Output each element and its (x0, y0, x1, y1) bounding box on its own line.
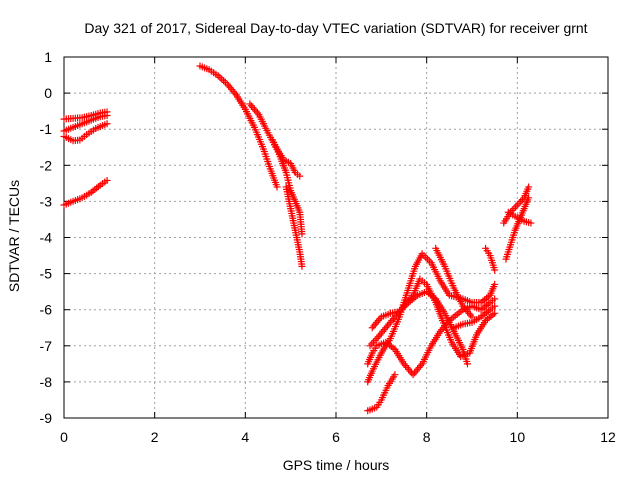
y-tick-label: -4 (40, 230, 53, 246)
series-track-8 (282, 183, 306, 270)
series-track-7 (269, 136, 306, 238)
data-point (525, 194, 533, 202)
data-series (60, 62, 535, 415)
x-tick-label: 10 (510, 429, 526, 445)
series-track-10 (364, 250, 499, 386)
x-axis-label: GPS time / hours (283, 457, 390, 473)
data-point (515, 199, 523, 207)
series-track-13 (368, 288, 471, 368)
y-tick-label: -1 (40, 121, 53, 137)
data-point (491, 266, 499, 274)
chart-title: Day 321 of 2017, Sidereal Day-to-day VTE… (84, 20, 587, 36)
data-point (103, 120, 111, 128)
y-tick-label: -3 (40, 193, 53, 209)
y-tick-label: -2 (40, 157, 53, 173)
data-point (218, 75, 226, 83)
series-track-2 (60, 111, 111, 135)
series-track-3 (60, 120, 111, 145)
data-point (298, 262, 306, 270)
series-track-19 (504, 208, 535, 227)
data-point (468, 313, 476, 321)
series-track-15 (432, 244, 476, 321)
data-point (527, 219, 535, 227)
y-tick-label: -5 (40, 266, 53, 282)
data-point (463, 360, 471, 368)
series-track-6 (246, 100, 304, 180)
x-tick-label: 2 (151, 429, 159, 445)
data-point (298, 230, 306, 238)
series-track-9 (364, 371, 399, 415)
x-tick-label: 4 (241, 429, 249, 445)
x-tick-label: 6 (332, 429, 340, 445)
data-point (525, 183, 533, 191)
data-point (491, 302, 499, 310)
y-tick-label: 1 (44, 49, 52, 65)
y-tick-label: 0 (44, 85, 52, 101)
data-point (512, 203, 520, 211)
data-point (371, 336, 379, 344)
y-tick-label: -6 (40, 302, 53, 318)
data-point (296, 172, 304, 180)
data-point (273, 183, 281, 191)
y-tick-label: -8 (40, 374, 53, 390)
series-track-16 (482, 244, 499, 274)
data-point (220, 77, 228, 85)
gridlines (64, 57, 608, 418)
data-point (221, 78, 229, 86)
data-point (391, 371, 399, 379)
x-tick-label: 0 (60, 429, 68, 445)
data-point (103, 111, 111, 119)
x-tick-label: 12 (600, 429, 616, 445)
series-track-4 (60, 176, 111, 209)
data-point (491, 309, 499, 317)
y-tick-label: -7 (40, 338, 53, 354)
data-point (513, 201, 521, 209)
data-point (491, 280, 499, 288)
series-track-5 (196, 62, 281, 191)
data-point (510, 205, 518, 213)
data-point (368, 340, 376, 348)
x-tick-label: 8 (423, 429, 431, 445)
data-point (216, 73, 224, 81)
data-point (424, 255, 432, 263)
y-tick-label: -9 (40, 410, 53, 426)
series-track-14 (450, 302, 499, 332)
data-point (422, 253, 430, 261)
y-axis-label: SDTVAR / TECUs (6, 180, 22, 292)
data-point (491, 295, 499, 303)
data-point (103, 176, 111, 184)
